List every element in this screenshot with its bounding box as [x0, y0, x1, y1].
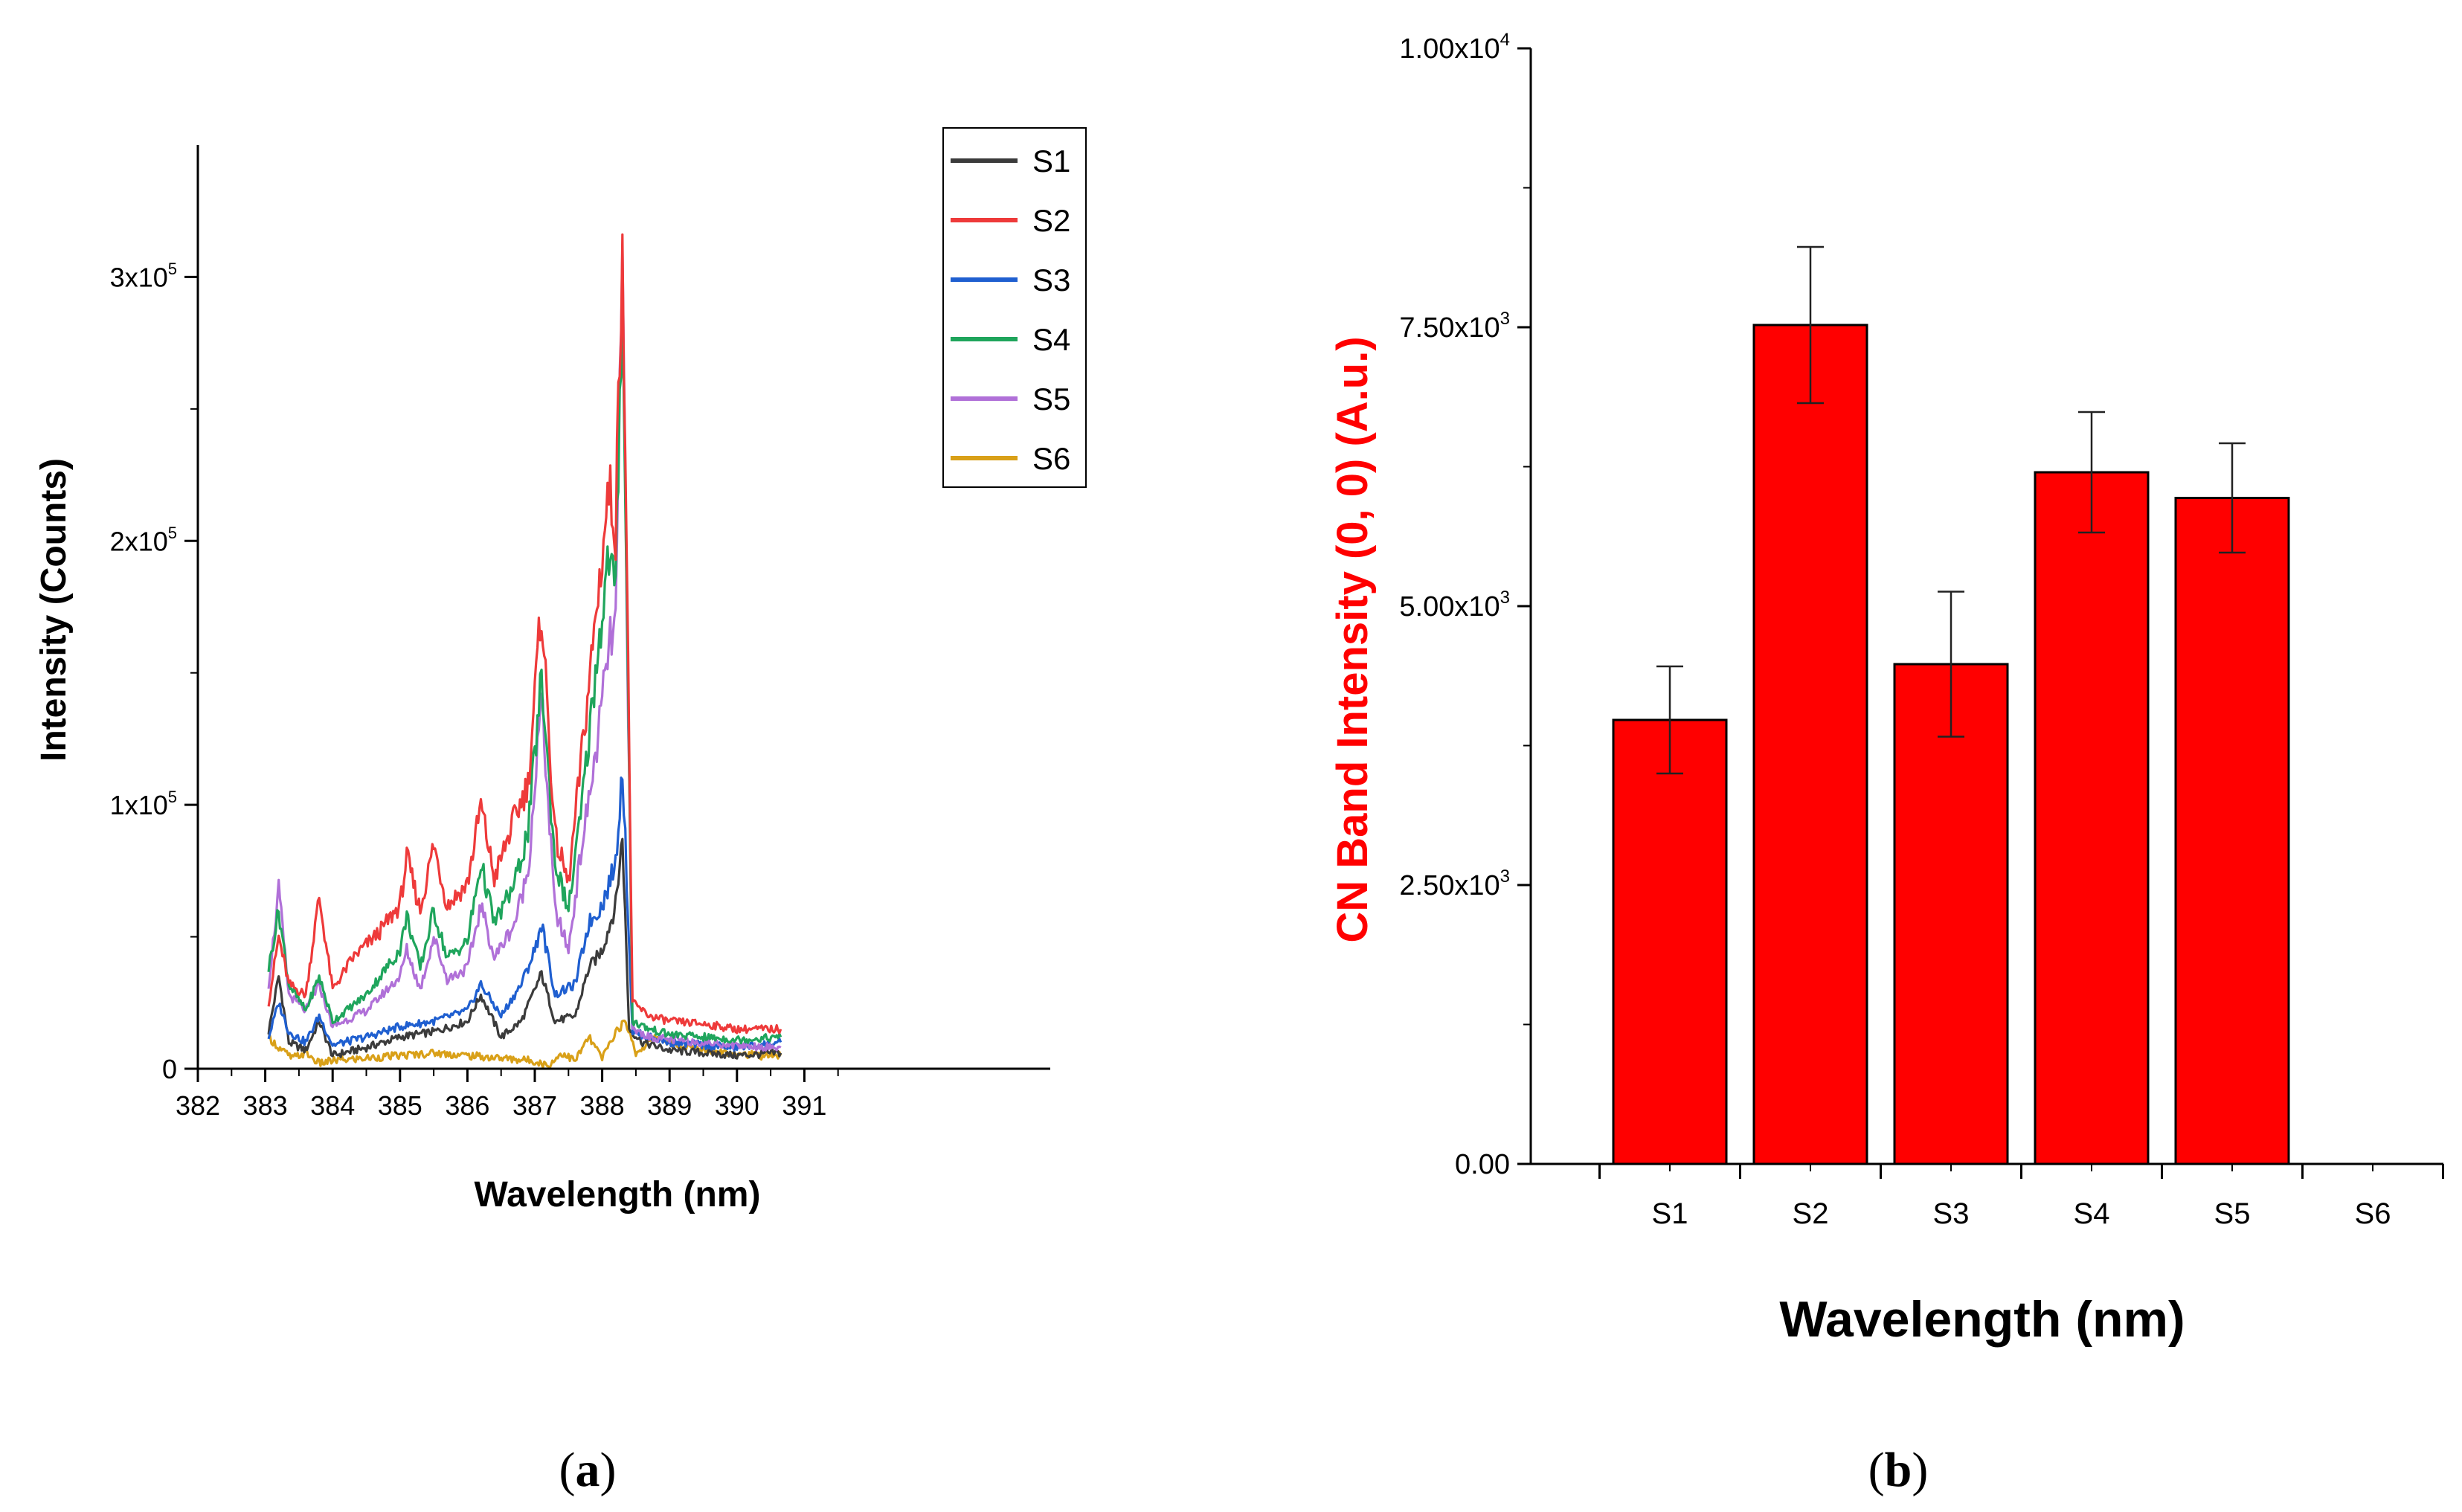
y-tick-label: 2x105	[110, 524, 177, 556]
panel-b-bars	[1612, 245, 2290, 1165]
panel-a-x-axis-title: Wavelength (nm)	[475, 1175, 761, 1215]
series-line-s5	[267, 243, 782, 1052]
x-tick-label: 388	[580, 1090, 625, 1121]
x-tick-label-s4: S4	[2074, 1197, 2110, 1230]
x-tick-label: 390	[715, 1090, 759, 1121]
series-line-s1	[267, 837, 782, 1060]
panel-b-caption: (b)	[1868, 1443, 1929, 1497]
legend-box	[942, 127, 1087, 488]
panel-b-bar-chart: 0.00 2.50x103 5.00x103 7.50x103 1.00x104 S1 S2…	[1328, 30, 2444, 1348]
x-tick-label-s5: S5	[2214, 1197, 2251, 1230]
panel-b-ticks: 0.00 2.50x103 5.00x103 7.50x103 1.00x104 S1 S2…	[1399, 30, 2444, 1230]
legend-label-s1: S1	[1032, 144, 1070, 178]
legend-label-s5: S5	[1032, 382, 1070, 416]
y-tick-label: 5.00x103	[1399, 588, 1510, 623]
y-tick-label: 3x105	[110, 260, 177, 292]
panel-a-ticks: 382 383 384 385 386 387 388 389 390 391 0 1x105 2x10…	[110, 260, 839, 1121]
panel-b-y-axis-title: CN Band Intensity (0, 0) (A.u.)	[1328, 336, 1377, 942]
x-tick-label: 386	[445, 1090, 489, 1121]
x-tick-label: 384	[310, 1090, 355, 1121]
panel-a-legend: S1 S2 S3 S4 S5 S6	[942, 127, 1087, 488]
series-line-s2	[267, 233, 782, 1035]
series-line-s4	[267, 283, 782, 1045]
y-tick-label: 1.00x104	[1399, 30, 1510, 65]
x-tick-label: 387	[512, 1090, 557, 1121]
y-tick-label: 7.50x103	[1399, 309, 1510, 344]
x-tick-label: 391	[782, 1090, 826, 1121]
bar-s5	[2174, 497, 2290, 1165]
y-tick-label: 0.00	[1455, 1149, 1510, 1180]
legend-label-s4: S4	[1032, 322, 1070, 357]
bar-s4	[2034, 471, 2150, 1165]
x-tick-label-s6: S6	[2355, 1197, 2391, 1230]
x-tick-label: 382	[176, 1090, 220, 1121]
legend-label-s3: S3	[1032, 263, 1070, 297]
panel-a-series-lines	[267, 233, 782, 1069]
x-tick-label: 385	[378, 1090, 422, 1121]
panel-b-x-axis-title: Wavelength (nm)	[1779, 1291, 2185, 1348]
y-tick-label: 1x105	[110, 788, 177, 820]
x-tick-label: 383	[243, 1090, 288, 1121]
bar-s3	[1893, 663, 2009, 1165]
panel-a-line-chart: 382 383 384 385 386 387 388 389 390 391 0 1x105 2x10…	[34, 127, 1087, 1215]
panel-a-caption: (a)	[559, 1443, 617, 1497]
x-tick-label-s2: S2	[1793, 1197, 1829, 1230]
y-tick-label: 0	[162, 1054, 177, 1084]
bar-s2	[1752, 324, 1868, 1165]
x-tick-label-s1: S1	[1652, 1197, 1688, 1230]
bar-s1	[1612, 718, 1728, 1165]
legend-items: S1 S2 S3 S4 S5 S6	[951, 144, 1070, 476]
legend-label-s6: S6	[1032, 441, 1070, 476]
legend-label-s2: S2	[1032, 203, 1070, 238]
y-tick-label: 2.50x103	[1399, 866, 1510, 901]
x-tick-label: 389	[647, 1090, 692, 1121]
x-tick-label-s3: S3	[1933, 1197, 1970, 1230]
panel-a-y-axis-title: Intensity (Counts)	[34, 458, 74, 762]
